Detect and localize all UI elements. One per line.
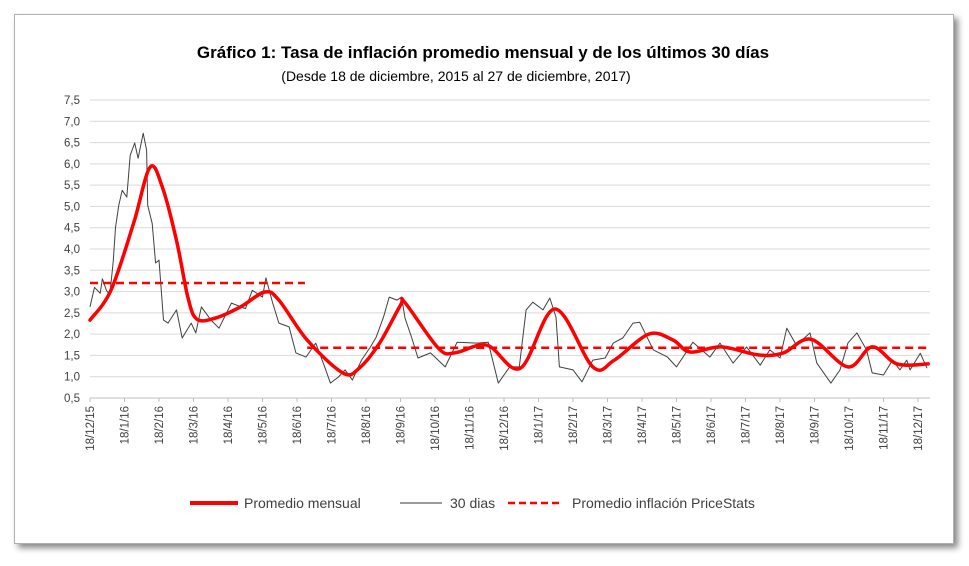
y-tick-label: 7,5 (64, 95, 80, 107)
legend-label-promedio-mensual: Promedio mensual (244, 495, 361, 511)
chart-frame (14, 14, 954, 544)
legend-label-30-dias: 30 dias (450, 495, 495, 511)
x-axis-ticks: 18/12/15 18/1/16 18/2/16 18/3/16 18/4/16 18/5… (85, 398, 925, 451)
x-tick-label: 18/5/17 (672, 406, 684, 444)
legend-label-pricestats: Promedio inflación PriceStats (572, 495, 755, 511)
x-tick-label: 18/4/16 (223, 406, 235, 444)
y-axis-ticks: 0,5 1,0 1,5 2,0 2,5 3,0 3,5 4,0 4,5 5,0 5,5 6,0 6,5 7… (64, 95, 80, 405)
chart-subtitle: (Desde 18 de diciembre, 2015 al 27 de di… (281, 68, 630, 84)
y-tick-label: 5,5 (64, 180, 80, 192)
x-tick-label: 18/3/16 (189, 406, 201, 444)
x-tick-label: 18/12/17 (913, 406, 925, 451)
x-tick-label: 18/10/16 (430, 406, 442, 451)
series-30-dias-line (89, 132, 928, 384)
x-tick-label: 18/8/16 (361, 406, 373, 444)
x-tick-label: 18/1/17 (534, 406, 546, 444)
y-tick-label: 2,5 (64, 308, 80, 320)
series-promedio-mensual-line (88, 164, 930, 377)
x-tick-label: 18/8/17 (775, 406, 787, 444)
y-tick-label: 3,0 (64, 287, 80, 299)
x-tick-label: 18/11/17 (879, 406, 891, 450)
x-tick-label: 18/5/16 (258, 406, 270, 444)
x-tick-label: 18/12/15 (85, 406, 97, 451)
x-tick-label: 18/2/17 (568, 406, 580, 444)
x-tick-label: 18/7/17 (741, 406, 753, 444)
series-group (88, 132, 930, 384)
x-tick-label: 18/11/16 (465, 406, 477, 450)
y-tick-label: 4,0 (64, 244, 80, 256)
x-tick-label: 18/6/17 (706, 406, 718, 444)
y-tick-label: 3,5 (64, 265, 80, 277)
x-tick-label: 18/3/17 (603, 406, 615, 444)
x-tick-label: 18/10/17 (844, 406, 856, 451)
y-tick-label: 2,0 (64, 329, 80, 341)
y-tick-label: 6,0 (64, 159, 80, 171)
y-tick-label: 1,5 (64, 350, 80, 362)
x-tick-label: 18/1/16 (120, 406, 132, 444)
x-tick-label: 18/6/16 (292, 406, 304, 444)
y-tick-label: 6,5 (64, 138, 80, 150)
x-tick-label: 18/9/17 (810, 406, 822, 444)
x-tick-label: 18/9/16 (396, 406, 408, 444)
x-tick-label: 18/12/16 (499, 406, 511, 451)
y-tick-label: 0,5 (64, 393, 80, 405)
y-tick-label: 4,5 (64, 223, 80, 235)
x-tick-label: 18/7/16 (327, 406, 339, 444)
x-tick-label: 18/2/16 (154, 406, 166, 444)
chart-title: Gráfico 1: Tasa de inflación promedio me… (197, 43, 769, 62)
legend: Promedio mensual 30 dias Promedio inflac… (190, 495, 755, 511)
y-tick-label: 7,0 (64, 116, 80, 128)
x-tick-label: 18/4/17 (637, 406, 649, 444)
y-tick-label: 5,0 (64, 201, 80, 213)
y-tick-label: 1,0 (64, 372, 80, 384)
gridlines (90, 99, 930, 399)
